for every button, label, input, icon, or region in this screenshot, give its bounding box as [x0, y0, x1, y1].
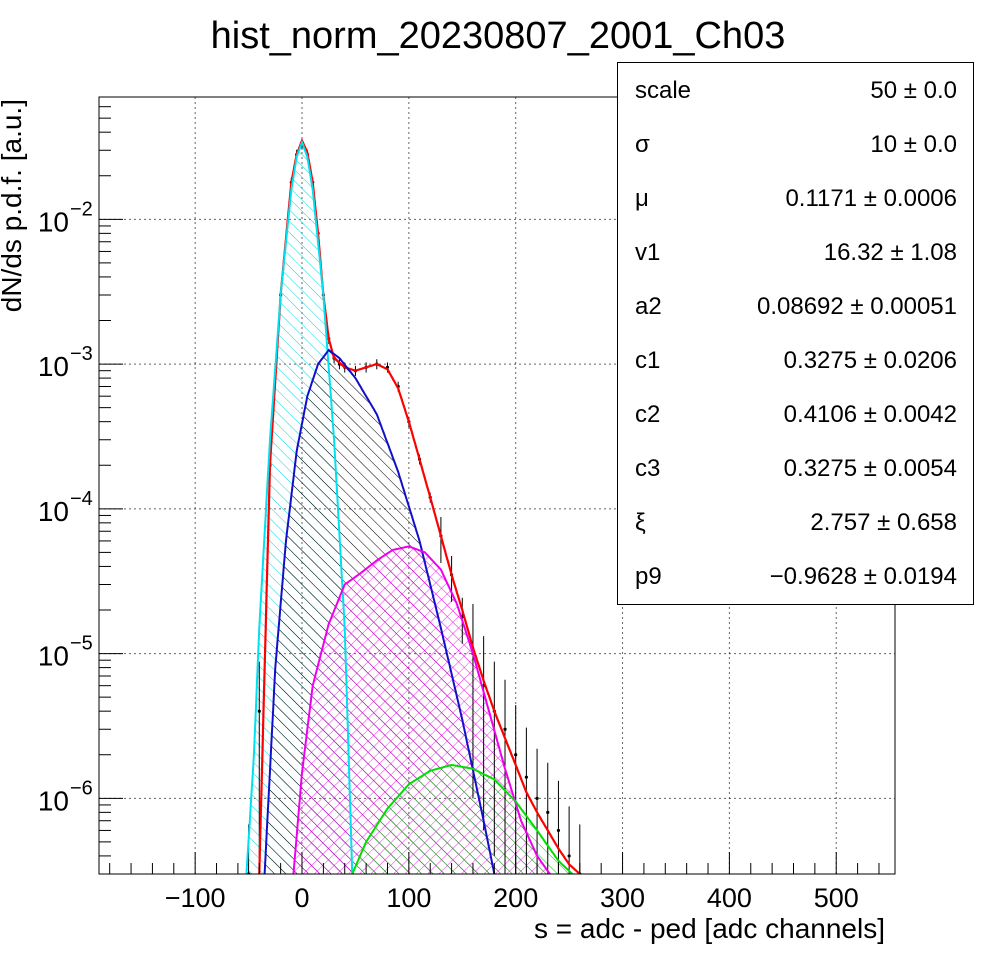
stat-row-c2: c2 0.4106 ± 0.0042: [618, 387, 973, 441]
data-point: [556, 828, 561, 833]
stat-name: c2: [635, 401, 661, 428]
y-tick-label: 10: [38, 206, 69, 237]
stat-name: p9: [635, 563, 662, 590]
fit-statistics-box: scale 50 ± 0.0 σ 10 ± 0.0 μ 0.1171 ± 0.0…: [617, 62, 974, 605]
y-tick-label: 10: [38, 351, 69, 382]
stat-value: 10 ± 0.0: [870, 131, 957, 158]
stat-value: 0.3275 ± 0.0206: [783, 347, 957, 374]
fit-curves: [245, 137, 581, 874]
stat-row-mu: μ 0.1171 ± 0.0006: [618, 171, 973, 225]
stat-row-c3: c3 0.3275 ± 0.0054: [618, 441, 973, 495]
stat-value: 0.3275 ± 0.0054: [783, 455, 957, 482]
stat-row-sigma: σ 10 ± 0.0: [618, 117, 973, 171]
component-fills: [246, 142, 573, 874]
2-photoelectron-curve: [292, 545, 551, 874]
x-tick-label: 300: [600, 883, 645, 913]
stat-name: a2: [635, 293, 662, 320]
x-tick-label: 100: [386, 883, 431, 913]
y-tick-exponent: −3: [70, 343, 93, 365]
stat-name: σ: [635, 131, 650, 158]
stat-name: c1: [635, 347, 661, 374]
stat-value: 2.757 ± 0.658: [810, 509, 957, 536]
x-tick-label: 500: [814, 883, 859, 913]
data-point: [257, 709, 261, 713]
x-tick-label: 400: [707, 883, 752, 913]
1-photoelectron-curve: [263, 348, 496, 874]
stat-value: −0.9628 ± 0.0194: [769, 563, 957, 590]
stat-name: ξ: [635, 509, 646, 536]
stat-value: 0.4106 ± 0.0042: [783, 401, 957, 428]
data-point: [567, 854, 571, 858]
stat-name: v1: [635, 239, 661, 266]
stat-row-scale: scale 50 ± 0.0: [618, 63, 973, 117]
y-axis-label: dN/ds p.d.f. [a.u.]: [0, 99, 27, 312]
x-tick-label: 200: [493, 883, 538, 913]
fit-total-curve: [258, 137, 581, 874]
y-tick-exponent: −6: [70, 777, 93, 799]
chart-title: hist_norm_20230807_2001_Ch03: [211, 15, 786, 57]
pedestal-curve: [245, 139, 354, 874]
data-point: [535, 796, 539, 800]
y-tick-exponent: −5: [70, 633, 93, 655]
x-tick-label: −100: [165, 883, 226, 913]
y-tick-label: 10: [38, 785, 69, 816]
x-tick-label: 0: [294, 883, 309, 913]
stat-name: μ: [635, 185, 649, 212]
stat-row-v1: v1 16.32 ± 1.08: [618, 225, 973, 279]
stat-row-p9: p9 −0.9628 ± 0.0194: [618, 549, 973, 603]
stat-value: 50 ± 0.0: [870, 77, 957, 104]
data-point: [546, 810, 550, 814]
stat-value: 16.32 ± 1.08: [823, 239, 957, 266]
y-tick-exponent: −2: [70, 198, 93, 220]
stat-row-a2: a2 0.08692 ± 0.00051: [618, 279, 973, 333]
stat-name: scale: [635, 77, 692, 104]
data-point: [503, 727, 507, 731]
stat-name: c3: [635, 455, 661, 482]
stat-row-xi: ξ 2.757 ± 0.658: [618, 495, 973, 549]
y-tick-label: 10: [38, 496, 69, 527]
x-axis-label: s = adc - ped [adc channels]: [534, 913, 885, 944]
data-point: [524, 775, 528, 779]
3-photoelectron-curve: [351, 763, 574, 874]
stat-value: 0.1171 ± 0.0006: [785, 185, 957, 212]
stat-value: 0.08692 ± 0.00051: [756, 293, 957, 320]
stat-row-c1: c1 0.3275 ± 0.0206: [618, 333, 973, 387]
y-tick-exponent: −4: [70, 488, 93, 510]
3-photoelectron-hatch-fill: [352, 765, 573, 874]
y-tick-label: 10: [38, 641, 69, 672]
data-point: [514, 753, 518, 757]
